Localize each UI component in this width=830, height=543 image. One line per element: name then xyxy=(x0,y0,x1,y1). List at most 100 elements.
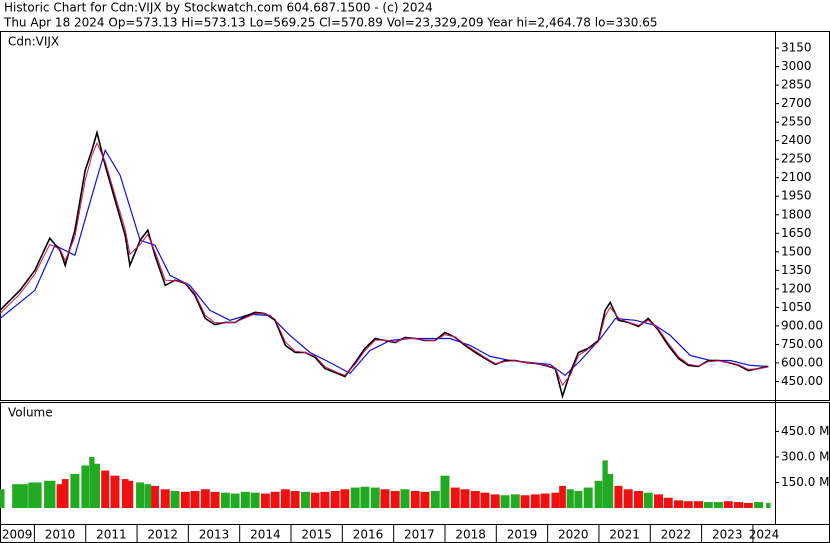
volume-bar xyxy=(350,487,360,508)
x-tick-label: 2011 xyxy=(96,528,127,542)
chart-title: Historic Chart for Cdn:VIJX by Stockwatc… xyxy=(4,1,433,15)
volume-bar xyxy=(250,492,260,508)
volume-bar xyxy=(460,489,470,508)
x-tick-label: 2010 xyxy=(45,528,76,542)
y-tick-label: 2250 xyxy=(781,152,812,166)
volume-bar xyxy=(540,493,550,508)
volume-bar xyxy=(714,502,724,508)
volume-bar xyxy=(663,497,673,508)
volume-bar xyxy=(400,489,410,508)
volume-bar xyxy=(330,490,340,508)
y2-tick-label: 150.0 M xyxy=(781,475,830,489)
volume-bar xyxy=(380,489,390,508)
volume-bar xyxy=(210,491,220,508)
volume-bar xyxy=(144,484,152,508)
volume-bar xyxy=(136,482,145,508)
volume-bar xyxy=(734,502,744,508)
volume-bar xyxy=(583,487,593,508)
volume-bar xyxy=(89,456,95,508)
volume-bar xyxy=(614,485,623,508)
y2-tick-label: 450.0 M xyxy=(781,424,830,438)
volume-bar xyxy=(430,490,440,508)
x-tick-label: 2014 xyxy=(250,528,281,542)
volume-bar xyxy=(360,486,370,508)
volume-bar xyxy=(607,473,614,508)
x-tick-label: 2018 xyxy=(455,528,486,542)
volume-bar xyxy=(180,491,190,508)
volume-bar xyxy=(766,502,771,508)
volume-bar xyxy=(170,490,180,508)
y-tick-label: 1950 xyxy=(781,189,812,203)
volume-bar xyxy=(28,482,42,508)
volume-bar xyxy=(260,493,270,508)
volume-bar xyxy=(530,494,540,508)
volume-bar xyxy=(470,490,480,508)
volume-bar xyxy=(490,494,500,508)
symbol-label: Cdn:VIJX xyxy=(8,35,59,49)
x-tick-label: 2016 xyxy=(353,528,384,542)
volume-bar xyxy=(574,490,583,508)
price-line xyxy=(0,141,769,387)
volume-bar xyxy=(566,489,574,508)
volume-bar xyxy=(320,491,330,508)
volume-bar xyxy=(754,502,764,508)
volume-bar xyxy=(310,492,320,508)
volume-bar xyxy=(602,460,608,508)
volume-bar xyxy=(44,480,56,508)
x-tick-label: 2024 xyxy=(749,528,780,542)
volume-bar xyxy=(683,501,693,508)
volume-bar xyxy=(220,492,230,508)
volume-bar xyxy=(520,495,530,508)
volume-bar xyxy=(370,487,380,508)
volume-bar xyxy=(200,489,210,508)
volume-bar xyxy=(450,487,460,508)
x-tick-label: 2017 xyxy=(404,528,435,542)
y-tick-label: 900.00 xyxy=(781,318,823,332)
volume-bar xyxy=(61,479,69,508)
volume-bar xyxy=(0,489,5,508)
volume-bar xyxy=(110,475,120,508)
y-tick-label: 2700 xyxy=(781,96,812,110)
volume-bar xyxy=(190,490,200,508)
volume-bar xyxy=(623,489,633,508)
x-tick-label: 2020 xyxy=(558,528,589,542)
volume-bar xyxy=(410,490,420,508)
y-tick-label: 1500 xyxy=(781,244,812,258)
y-tick-label: 1800 xyxy=(781,207,812,221)
volume-bar xyxy=(643,492,653,508)
volume-bar xyxy=(551,492,560,508)
x-tick-label: 2021 xyxy=(609,528,640,542)
volume-bar xyxy=(594,480,603,508)
volume-bar xyxy=(101,470,110,508)
x-tick-label: 2013 xyxy=(199,528,230,542)
y-tick-label: 3150 xyxy=(781,41,812,55)
volume-bar xyxy=(240,491,250,508)
volume-bar xyxy=(230,493,240,508)
y-tick-label: 1650 xyxy=(781,226,812,240)
volume-bar xyxy=(300,491,310,508)
volume-bar xyxy=(510,494,520,508)
volume-bar xyxy=(340,489,350,508)
volume-bar xyxy=(653,494,663,508)
volume-bar xyxy=(633,490,643,508)
volume-bar xyxy=(121,479,129,508)
x-tick-label: 2019 xyxy=(507,528,538,542)
volume-bar xyxy=(723,501,733,508)
y-tick-label: 2400 xyxy=(781,133,812,147)
volume-bar xyxy=(420,491,430,508)
volume-bar xyxy=(160,489,170,508)
volume-bar xyxy=(480,492,490,508)
volume-bar xyxy=(81,465,90,508)
volume-bar xyxy=(694,501,704,508)
x-tick-label: 2022 xyxy=(661,528,692,542)
volume-bar xyxy=(94,463,101,508)
y-tick-label: 1050 xyxy=(781,300,812,314)
volume-bar xyxy=(151,485,159,508)
x-tick-label: 2015 xyxy=(301,528,332,542)
volume-bar xyxy=(743,502,753,508)
y2-tick-label: 300.0 M xyxy=(781,449,830,463)
volume-bar xyxy=(56,484,64,508)
y-tick-label: 2100 xyxy=(781,170,812,184)
y-tick-label: 750.00 xyxy=(781,337,823,351)
